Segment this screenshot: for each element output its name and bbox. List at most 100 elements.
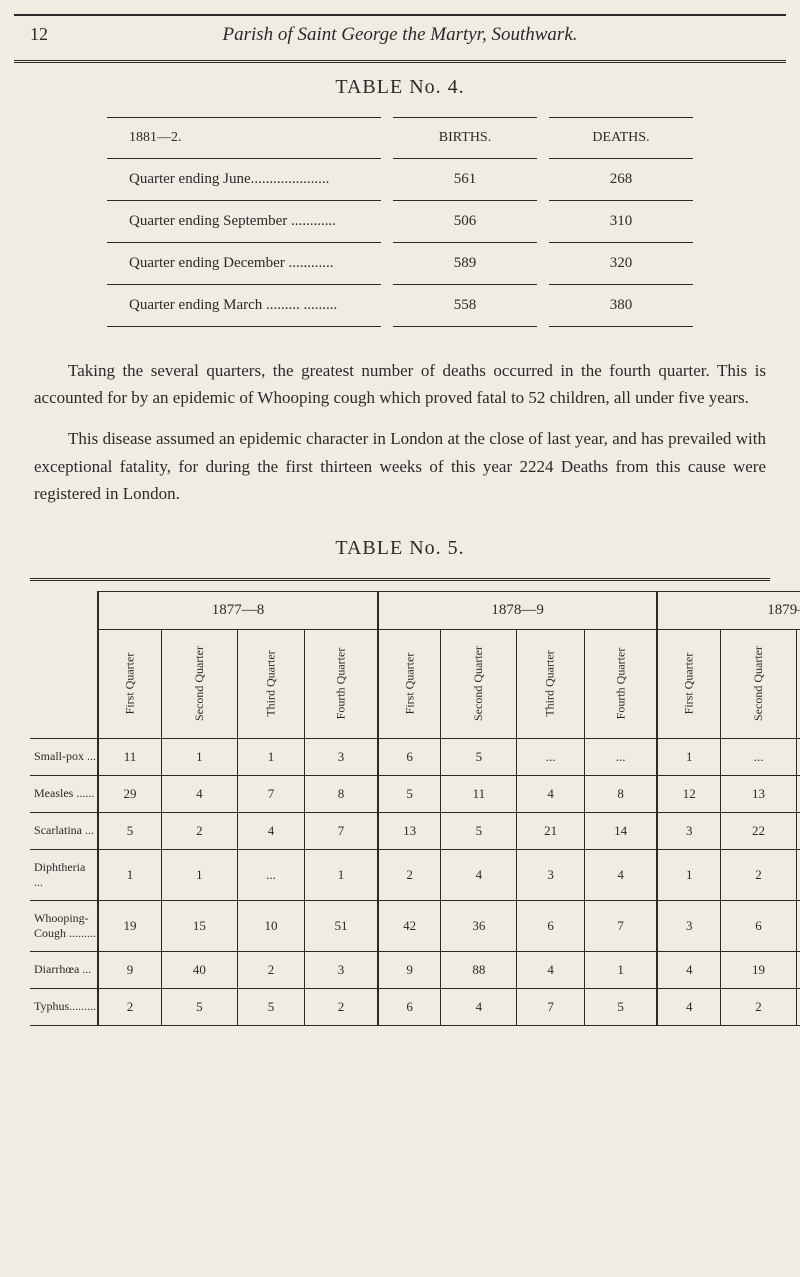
table4-row: Quarter ending March ......... .........… xyxy=(107,285,693,327)
table5-cell: 7 xyxy=(305,812,378,849)
table4-head-births: BIRTHS. xyxy=(393,118,537,159)
table5-row: Whooping-Cough .........1915105142366736… xyxy=(30,900,800,951)
table5-cell: 88 xyxy=(441,951,517,988)
table5-cell: 15 xyxy=(161,900,237,951)
table5-year-2: 1879—80 xyxy=(657,591,800,629)
table5-top-rule xyxy=(30,578,770,581)
table5-cell: 1 xyxy=(161,738,237,775)
table5-cell: 3 xyxy=(305,951,378,988)
table5-cell: 2 xyxy=(378,849,441,900)
table4-head-deaths: DEATHS. xyxy=(549,118,693,159)
table5-rowlabel: Whooping-Cough ......... xyxy=(30,900,98,951)
table4-head-period: 1881—2. xyxy=(107,118,381,159)
table5-cell: 1 xyxy=(657,738,720,775)
table5-cell: 1 xyxy=(657,849,720,900)
table5-cell: 5 xyxy=(161,988,237,1025)
table5-cell: ... xyxy=(797,738,800,775)
table5-cell: 3 xyxy=(517,849,584,900)
table5-cell: 12 xyxy=(657,775,720,812)
table5-rowlabel: Scarlatina ... xyxy=(30,812,98,849)
table4-deaths: 268 xyxy=(549,159,693,201)
table4-header-row: 1881—2. BIRTHS. DEATHS. xyxy=(107,118,693,159)
table5-cell: 7 xyxy=(584,900,657,951)
table5-rowlabel: Typhus......... xyxy=(30,988,98,1025)
table5-cell: 51 xyxy=(305,900,378,951)
table4-deaths: 310 xyxy=(549,201,693,243)
table5-cell: 1 xyxy=(584,951,657,988)
table5-subcol: Fourth Quarter xyxy=(584,629,657,738)
table5-cell: 2 xyxy=(797,988,800,1025)
table5-cell: ... xyxy=(721,738,797,775)
table5-cell: 22 xyxy=(721,812,797,849)
table5-cell: ... xyxy=(517,738,584,775)
table5-cell: 5 xyxy=(441,738,517,775)
table4-label: Quarter ending September ............ xyxy=(107,201,381,243)
table5-cell: 5 xyxy=(584,988,657,1025)
table5-cell: 36 xyxy=(441,900,517,951)
table5-cell: 4 xyxy=(441,988,517,1025)
table5-subcol: Second Quarter xyxy=(161,629,237,738)
table5-subcol: Third Quarter xyxy=(237,629,304,738)
table5-cell: 1 xyxy=(98,849,161,900)
table5-year-0: 1877—8 xyxy=(98,591,378,629)
table5-subcol: Third Quarter xyxy=(517,629,584,738)
table5-cell: 29 xyxy=(98,775,161,812)
table5-rowlabel: Diphtheria ... xyxy=(30,849,98,900)
table5-cell: 9 xyxy=(378,951,441,988)
table5-cell: 1 xyxy=(797,849,800,900)
table4-label: Quarter ending June..................... xyxy=(107,159,381,201)
table5-cell: 13 xyxy=(721,775,797,812)
table5-cell: 3 xyxy=(657,812,720,849)
table5-cell: 1 xyxy=(161,849,237,900)
table5-cell: 2 xyxy=(161,812,237,849)
table5-cell: ... xyxy=(237,849,304,900)
table5-cell: 2 xyxy=(721,849,797,900)
table5-cell: 2 xyxy=(305,988,378,1025)
table5-cell: 6 xyxy=(378,988,441,1025)
table5-cell: 4 xyxy=(584,849,657,900)
table5-cell: 10 xyxy=(237,900,304,951)
table5-row: Diphtheria ...11...1243412122335...121 xyxy=(30,849,800,900)
table5-cell: 2 xyxy=(237,951,304,988)
table5-subcol: First Quarter xyxy=(98,629,161,738)
table5-cell: 8 xyxy=(305,775,378,812)
table5-caption: TABLE No. 5. xyxy=(30,537,770,560)
page-number: 12 xyxy=(30,24,70,45)
table4-label: Quarter ending December ............ xyxy=(107,243,381,285)
table4-births: 561 xyxy=(393,159,537,201)
table5-rowlabel: Measles ...... xyxy=(30,775,98,812)
table5-cell: 2 xyxy=(721,988,797,1025)
table5-cell: 4 xyxy=(237,812,304,849)
table5-subcol: Second Quarter xyxy=(721,629,797,738)
table5-cell: 4 xyxy=(441,849,517,900)
table5-cell: 2 xyxy=(98,988,161,1025)
page-header: 12 Parish of Saint George the Martyr, So… xyxy=(30,24,770,46)
table4-row: Quarter ending September ............ 506… xyxy=(107,201,693,243)
table5-cell: 19 xyxy=(98,900,161,951)
table5-cell: 37 xyxy=(797,812,800,849)
table5-cell: 11 xyxy=(441,775,517,812)
table5-subcol: First Quarter xyxy=(378,629,441,738)
table4-deaths: 380 xyxy=(549,285,693,327)
table5-row: Scarlatina ...52471352114322372310201599… xyxy=(30,812,800,849)
table5-cell: 6 xyxy=(517,900,584,951)
table5-cell: 1 xyxy=(237,738,304,775)
table5-cell: 4 xyxy=(161,775,237,812)
table5-cell: 7 xyxy=(237,775,304,812)
paragraph-2: This disease assumed an epidemic charact… xyxy=(34,425,766,507)
table5-cell: 14 xyxy=(584,812,657,849)
table5-cell: 5 xyxy=(237,988,304,1025)
table5-cell: 9 xyxy=(98,951,161,988)
table5-cell: 4 xyxy=(517,775,584,812)
table4-births: 589 xyxy=(393,243,537,285)
table4-births: 506 xyxy=(393,201,537,243)
table5-cell: 5 xyxy=(98,812,161,849)
table5-cell: 3 xyxy=(305,738,378,775)
table5: 1877—8 1878—9 1879—80 1880—1 1881—2 Firs… xyxy=(30,591,800,1026)
table5-cell: 42 xyxy=(378,900,441,951)
table5-cell: 3 xyxy=(797,951,800,988)
table5-row: Typhus.........25526475422..24.........1… xyxy=(30,988,800,1025)
table5-row: Small-pox ...1111365......1............1… xyxy=(30,738,800,775)
table5-subcol: Second Quarter xyxy=(441,629,517,738)
table4-caption: TABLE No. 4. xyxy=(30,76,770,99)
